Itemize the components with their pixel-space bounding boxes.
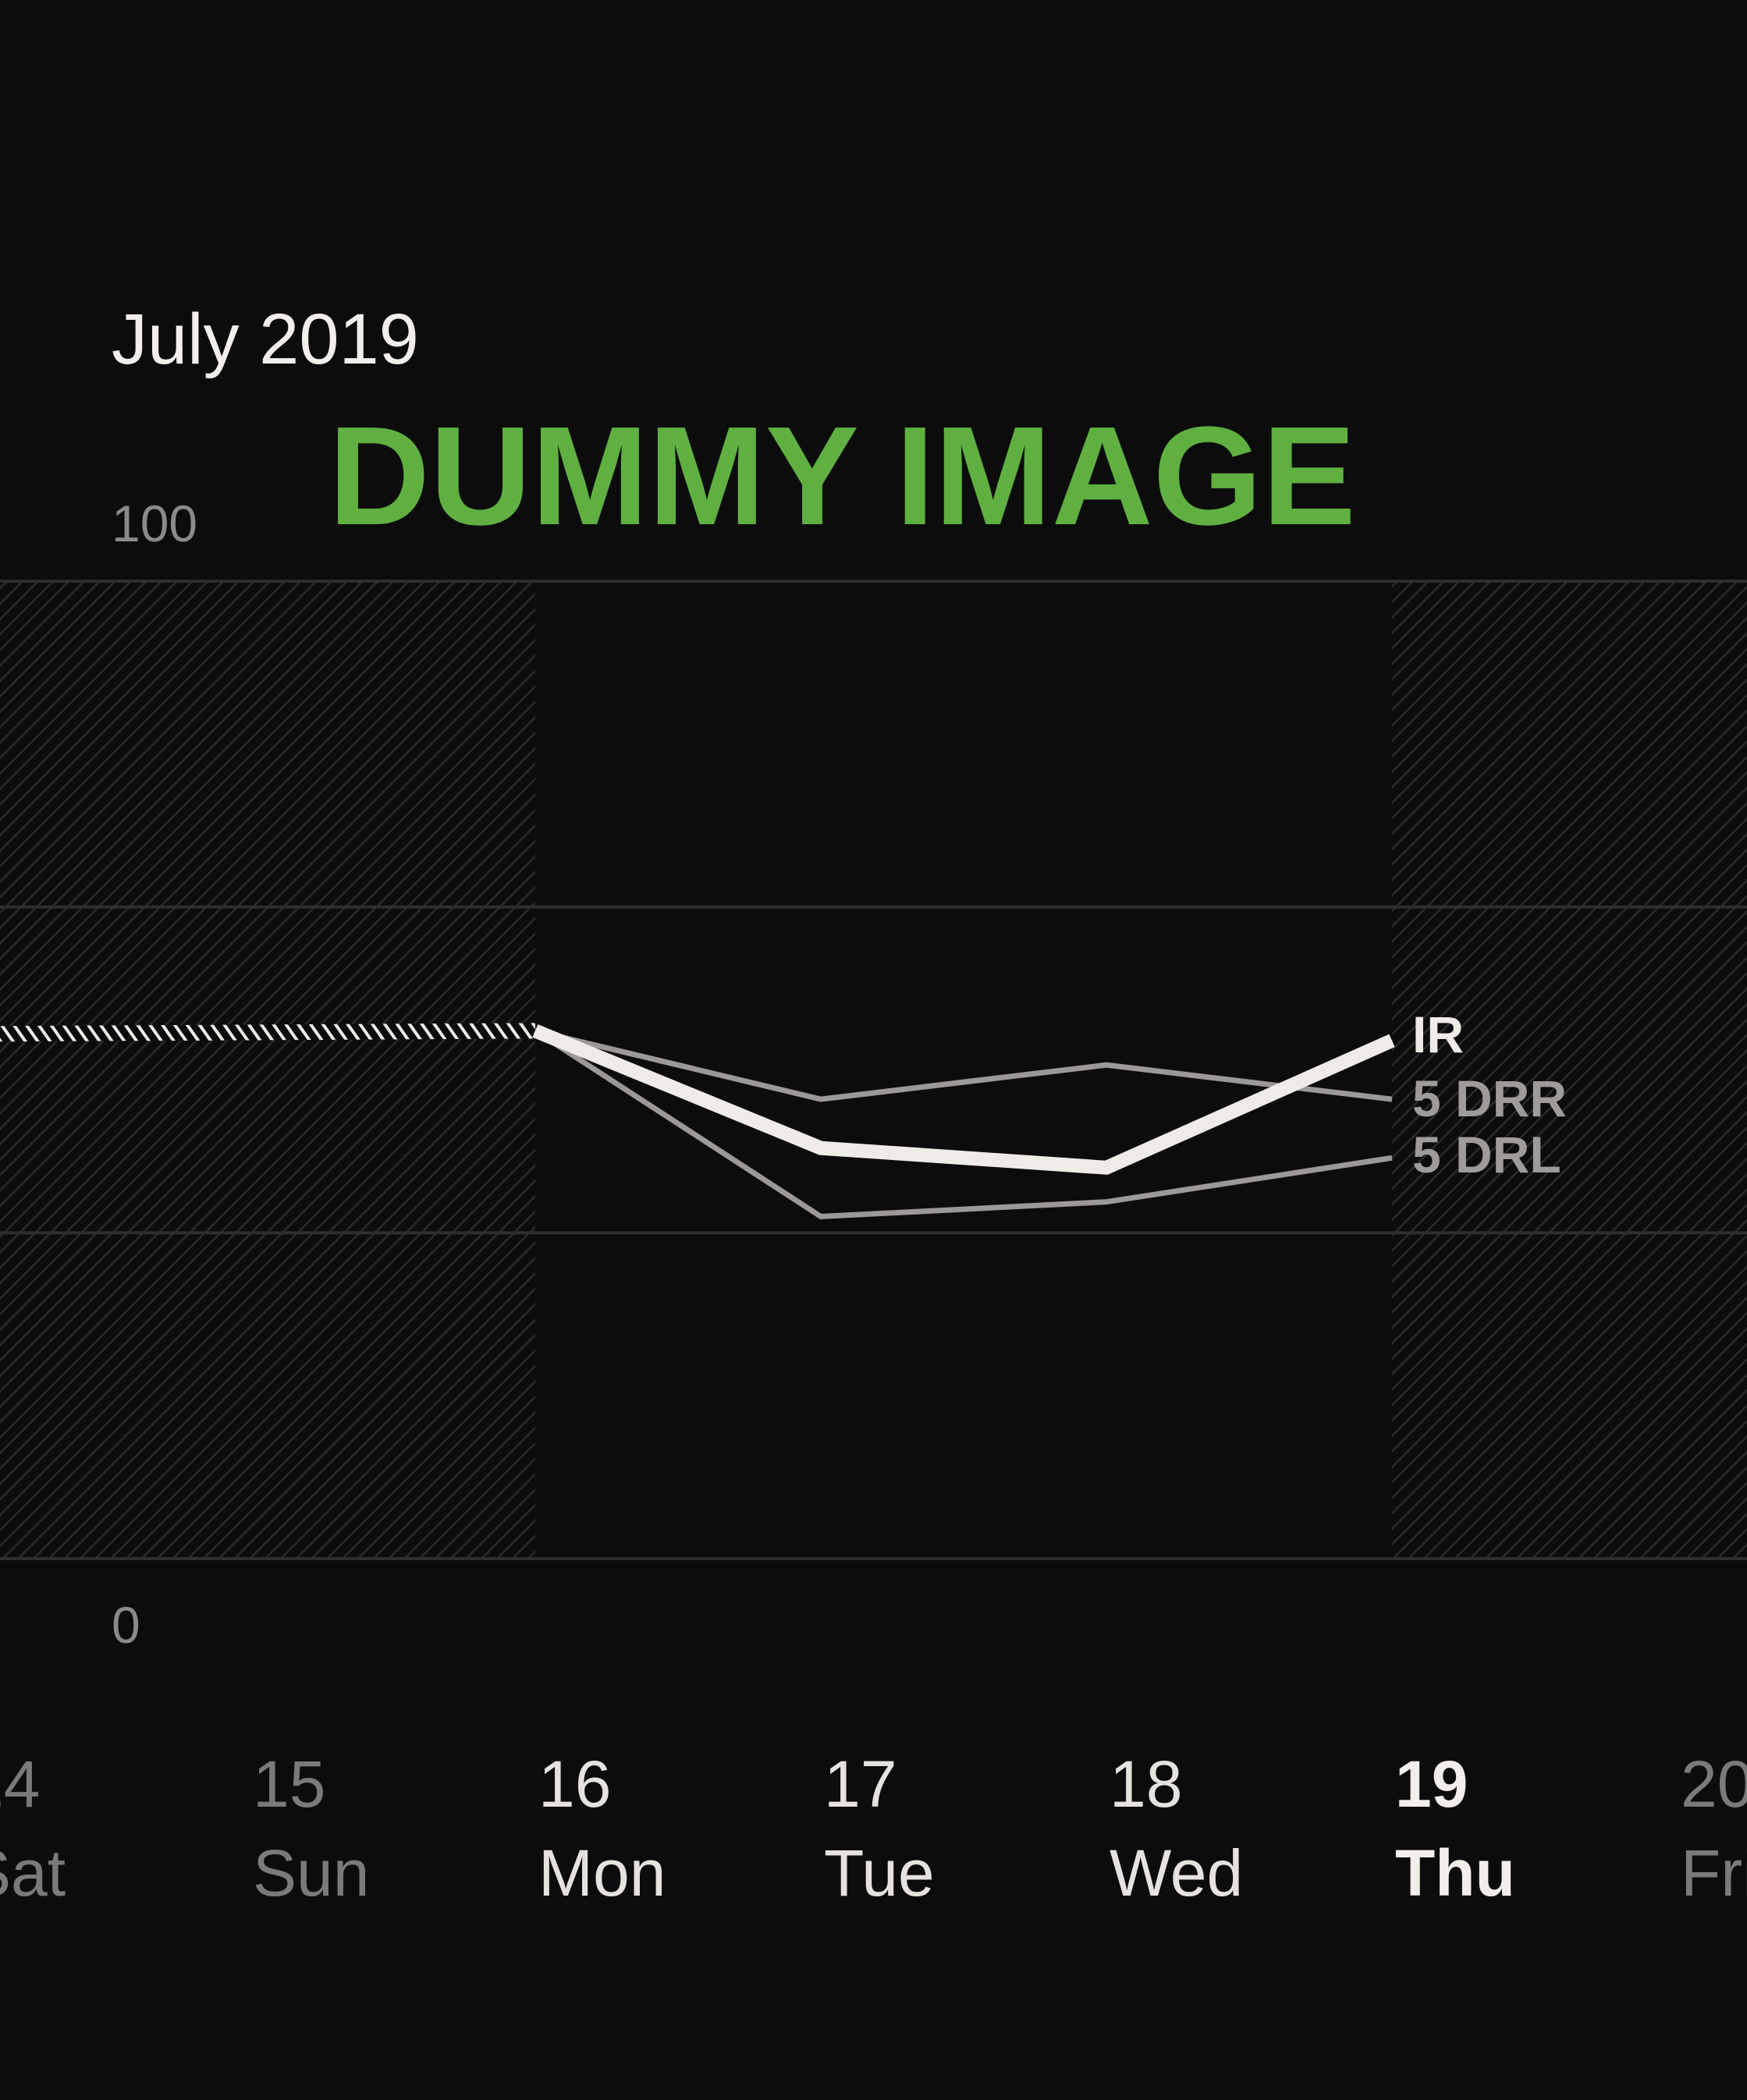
weekend-hatch-layer <box>0 581 1747 1559</box>
x-tick-weekday-thu: Thu <box>1395 1836 1515 1910</box>
data-point-5-drl-2 <box>1106 1201 1107 1203</box>
data-point-ir-3 <box>1391 1040 1393 1041</box>
x-tick-date-14: 14 <box>0 1747 40 1821</box>
data-point-ir-2 <box>1106 1167 1107 1169</box>
x-tick-weekday-tue: Tue <box>824 1836 935 1910</box>
data-point-5-drl-1 <box>820 1215 822 1217</box>
data-point-5-drr-1 <box>820 1098 822 1100</box>
x-tick-weekday-sun: Sun <box>253 1836 369 1910</box>
x-tick-date-15: 15 <box>253 1747 325 1821</box>
data-point-5-drr-3 <box>1391 1098 1393 1100</box>
x-tick-weekday-sat: Sat <box>0 1836 66 1910</box>
series-label-ir: IR <box>1412 1006 1464 1063</box>
y-tick-label-0: 0 <box>112 1596 140 1654</box>
x-tick-weekday-fri: Fri <box>1681 1836 1747 1910</box>
x-tick-date-18: 18 <box>1110 1747 1182 1821</box>
gridline-layer <box>0 580 1747 1560</box>
x-tick-date-19: 19 <box>1395 1747 1468 1821</box>
x-axis-day-labels: 14 Sat 15 Sun 16 Mon 17 Tue 18 Wed 19 Thu 20 Fri <box>0 1747 1747 1910</box>
series-line-5-drl <box>534 1028 1393 1220</box>
baseline-line <box>0 1023 536 1042</box>
series-line-ir <box>532 1024 1395 1175</box>
month-title: July 2019 <box>112 300 419 379</box>
hatched-range-1 <box>1392 581 1747 1559</box>
x-tick-weekday-wed: Wed <box>1110 1836 1243 1910</box>
y-axis-ticks: 100 0 <box>112 495 197 1654</box>
data-point-ir-0 <box>534 1030 536 1031</box>
watermark-text: DUMMY IMAGE <box>328 398 1356 555</box>
y-tick-label-100: 100 <box>112 495 197 552</box>
x-tick-date-16: 16 <box>538 1747 611 1821</box>
series-label-5-drl: 5 DRL <box>1412 1126 1561 1183</box>
series-line-5-drr <box>534 1027 1393 1102</box>
x-tick-date-17: 17 <box>824 1747 897 1821</box>
data-point-5-drr-2 <box>1106 1064 1107 1066</box>
x-tick-date-20: 20 <box>1681 1747 1747 1821</box>
series-layer <box>0 1023 1395 1220</box>
hatched-range-0 <box>0 581 535 1559</box>
series-label-5-drr: 5 DRR <box>1412 1070 1567 1127</box>
x-tick-weekday-mon: Mon <box>538 1836 666 1910</box>
